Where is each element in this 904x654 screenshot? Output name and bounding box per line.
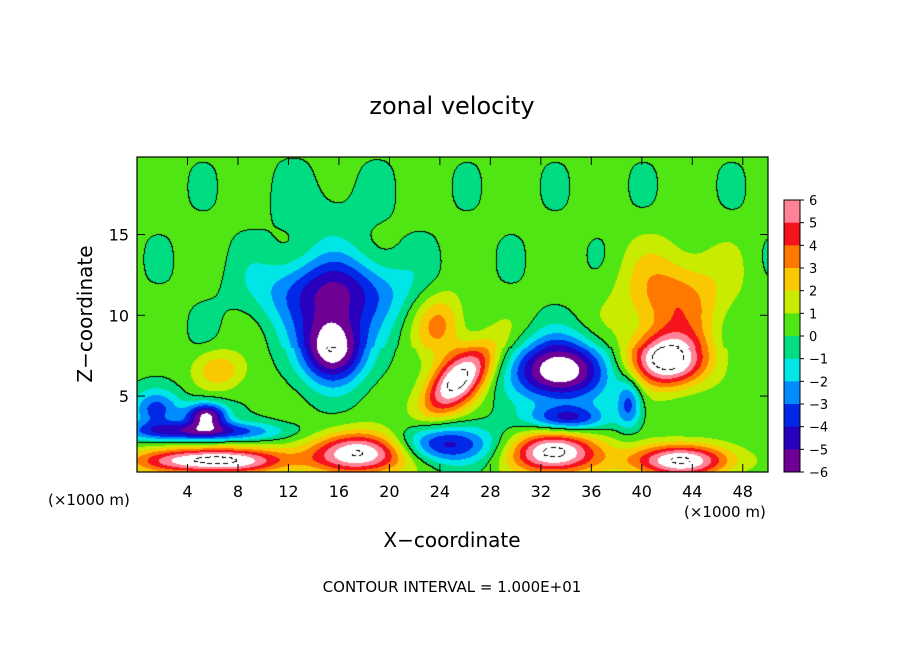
colorbar-tick-label: 1 xyxy=(809,307,817,322)
y-axis-ticks: 5 10 15 xyxy=(109,226,768,406)
colorbar-cell xyxy=(784,313,800,337)
colorbar-tick-label: −4 xyxy=(809,421,828,436)
x-unit-label-left: (×1000 m) xyxy=(48,491,130,509)
contour-interval-footer: CONTOUR INTERVAL = 1.000E+01 xyxy=(323,578,582,596)
colorbar-cell xyxy=(784,200,800,224)
x-tick-label: 44 xyxy=(682,482,702,501)
colorbar: 6 5 4 3 2 1 0 −1 −2 −3 −4 −5 −6 xyxy=(783,194,828,481)
colorbar-tick-label: −6 xyxy=(809,466,828,481)
x-tick-label: 36 xyxy=(581,482,601,501)
colorbar-tick-label: 0 xyxy=(809,330,817,345)
colorbar-cell xyxy=(784,245,800,269)
x-tick-label: 20 xyxy=(379,482,399,501)
x-tick-label: 16 xyxy=(329,482,349,501)
colorbar-cells xyxy=(784,200,800,473)
colorbar-tick-label: 2 xyxy=(809,285,817,300)
y-axis-label: Z−coordinate xyxy=(73,245,97,382)
colorbar-tick-label: −2 xyxy=(809,375,828,390)
x-tick-label: 8 xyxy=(233,482,243,501)
colorbar-cell xyxy=(784,404,800,428)
x-tick-label: 12 xyxy=(278,482,298,501)
x-axis-label: X−coordinate xyxy=(383,528,520,552)
x-tick-label: 28 xyxy=(480,482,500,501)
colorbar-cell xyxy=(784,268,800,292)
colorbar-tick-label: 4 xyxy=(809,239,817,254)
x-tick-label: 24 xyxy=(430,482,450,501)
heatmap-field-container xyxy=(137,157,768,472)
colorbar-cell xyxy=(784,222,800,246)
heatmap-field xyxy=(137,157,768,472)
y-tick-label: 10 xyxy=(109,306,129,325)
chart-title: zonal velocity xyxy=(369,92,534,120)
colorbar-tick-label: −3 xyxy=(809,398,828,413)
x-tick-label: 4 xyxy=(182,482,192,501)
colorbar-tick-label: −1 xyxy=(809,353,828,368)
colorbar-tick-label: 3 xyxy=(809,262,817,277)
colorbar-cell xyxy=(784,358,800,382)
x-unit-label-right: (×1000 m) xyxy=(684,503,766,521)
plot-frame xyxy=(136,156,769,473)
colorbar-cell xyxy=(784,426,800,450)
y-tick-label: 5 xyxy=(119,387,129,406)
colorbar-tick-label: −5 xyxy=(809,443,828,458)
colorbar-tick-label: 5 xyxy=(809,217,817,232)
x-tick-label: 32 xyxy=(531,482,551,501)
colorbar-ticks: 6 5 4 3 2 1 0 −1 −2 −3 −4 −5 −6 xyxy=(800,194,828,481)
x-axis-ticks: 4 8 12 16 20 24 28 32 36 40 44 48 xyxy=(182,157,753,501)
x-tick-label: 40 xyxy=(632,482,652,501)
colorbar-cell xyxy=(784,449,800,473)
colorbar-cell xyxy=(784,336,800,360)
colorbar-tick-label: 6 xyxy=(809,194,817,209)
colorbar-cell xyxy=(784,290,800,314)
x-tick-label: 48 xyxy=(733,482,753,501)
y-tick-label: 15 xyxy=(109,226,129,245)
colorbar-cell xyxy=(784,381,800,405)
